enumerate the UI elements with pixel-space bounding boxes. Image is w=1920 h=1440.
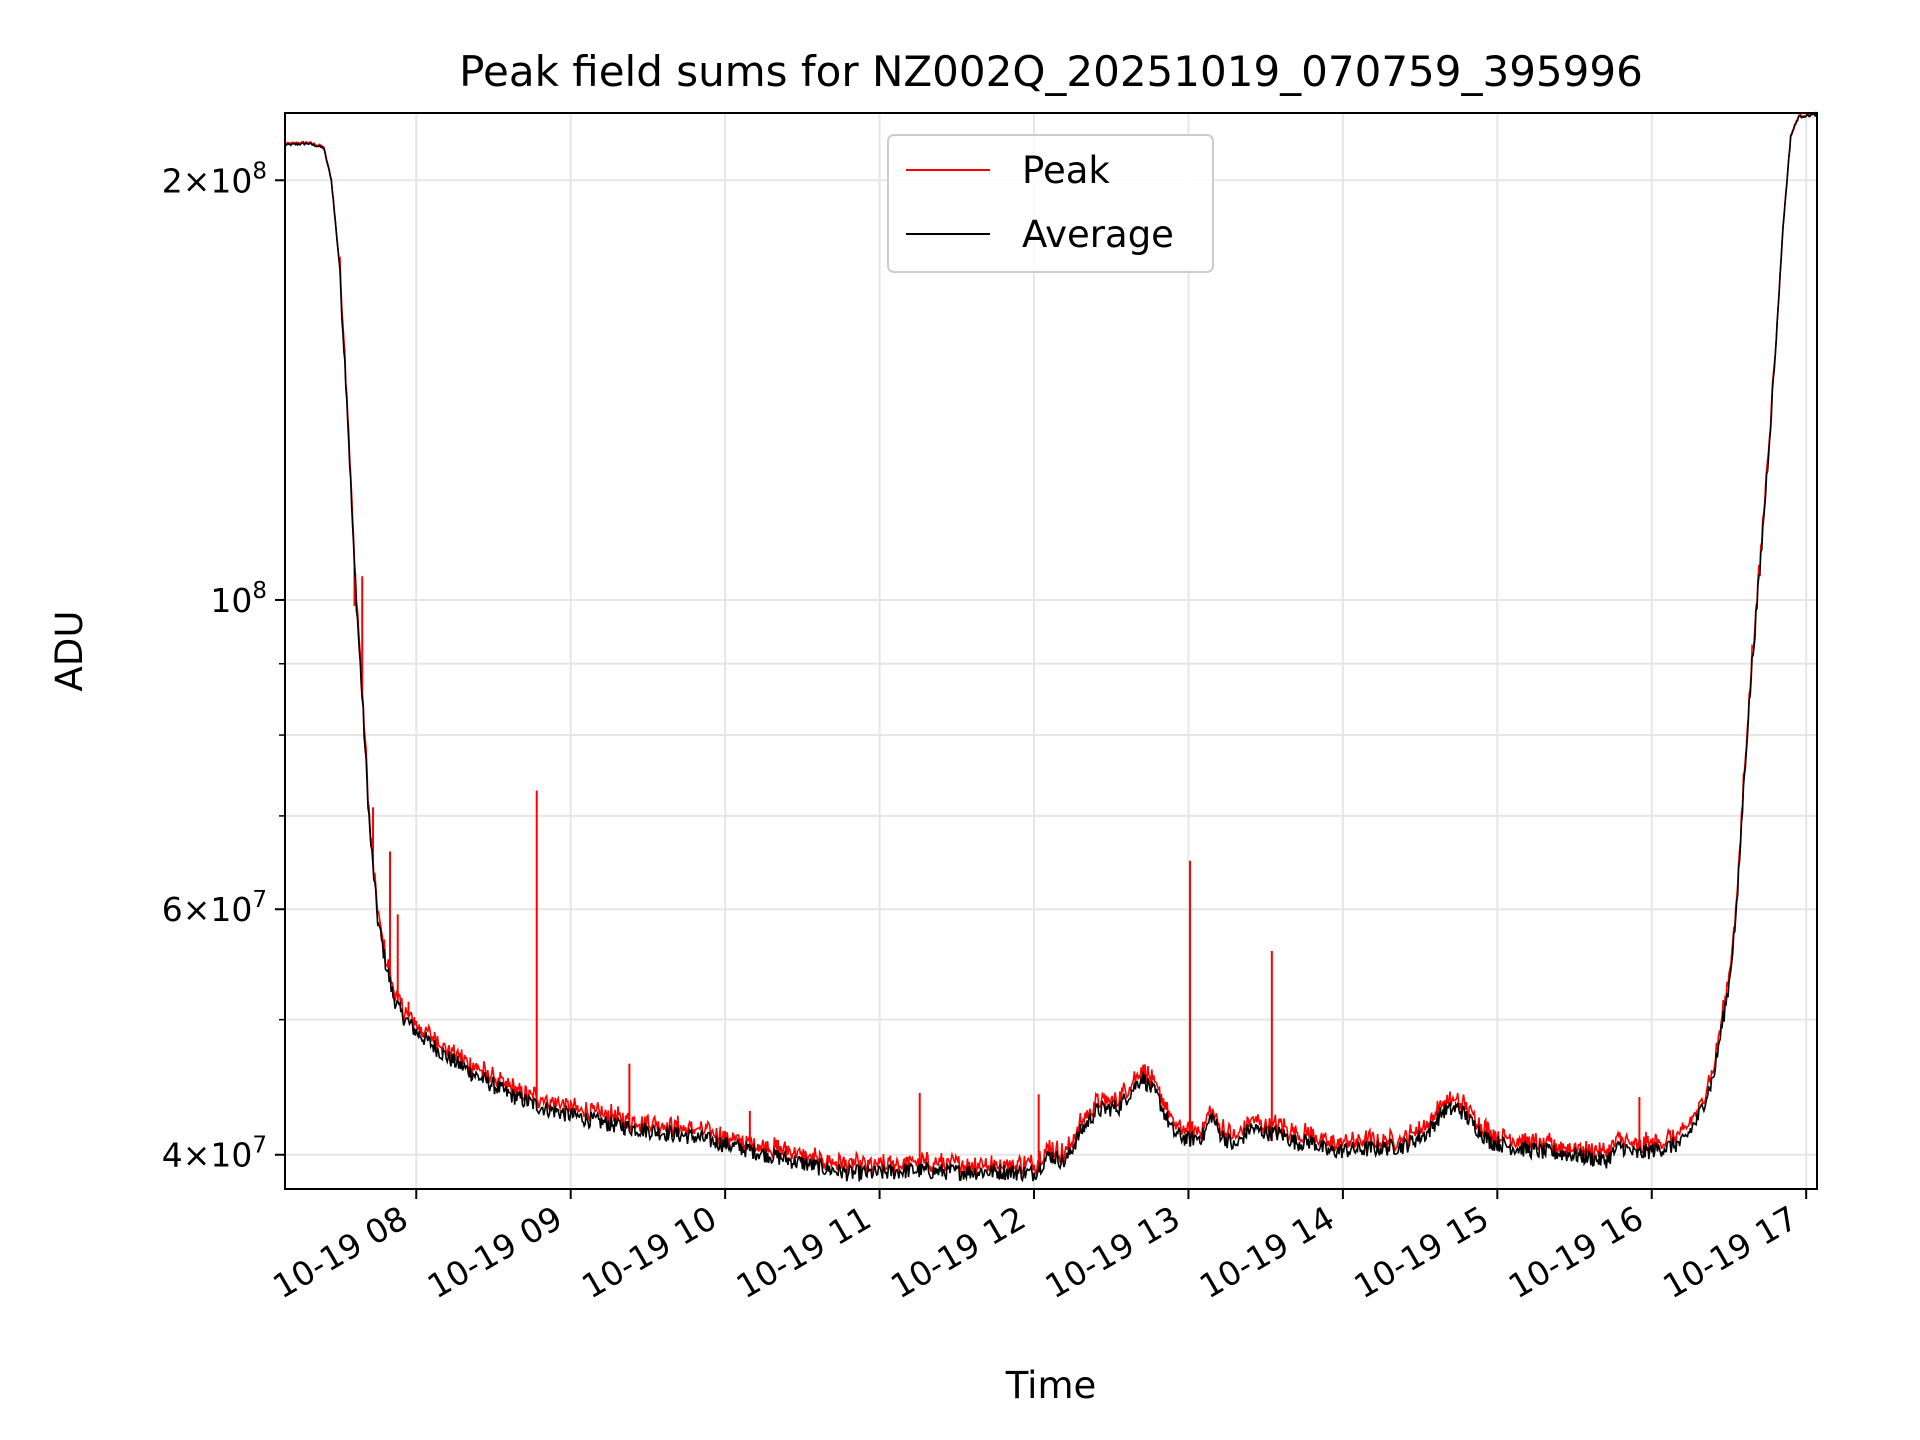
y-axis-label: ADU [48,611,91,692]
series-lines [284,111,1818,1183]
x-axis-label: Time [1005,1364,1097,1407]
plot-frame [284,112,1818,1190]
peak-series-line [284,111,1818,1178]
average-series-line [284,112,1818,1183]
y-tick-label: 6×107 [162,887,267,929]
chart-title: Peak field sums for NZ002Q_20251019_0707… [459,47,1643,96]
y-tick-label: 2×108 [162,158,267,200]
legend: Peak Average [887,134,1214,273]
y-tick-label: 4×107 [162,1133,267,1175]
legend-label-peak: Peak [1022,149,1110,192]
y-tick-label: 108 [210,578,267,620]
legend-label-average: Average [1022,213,1174,256]
